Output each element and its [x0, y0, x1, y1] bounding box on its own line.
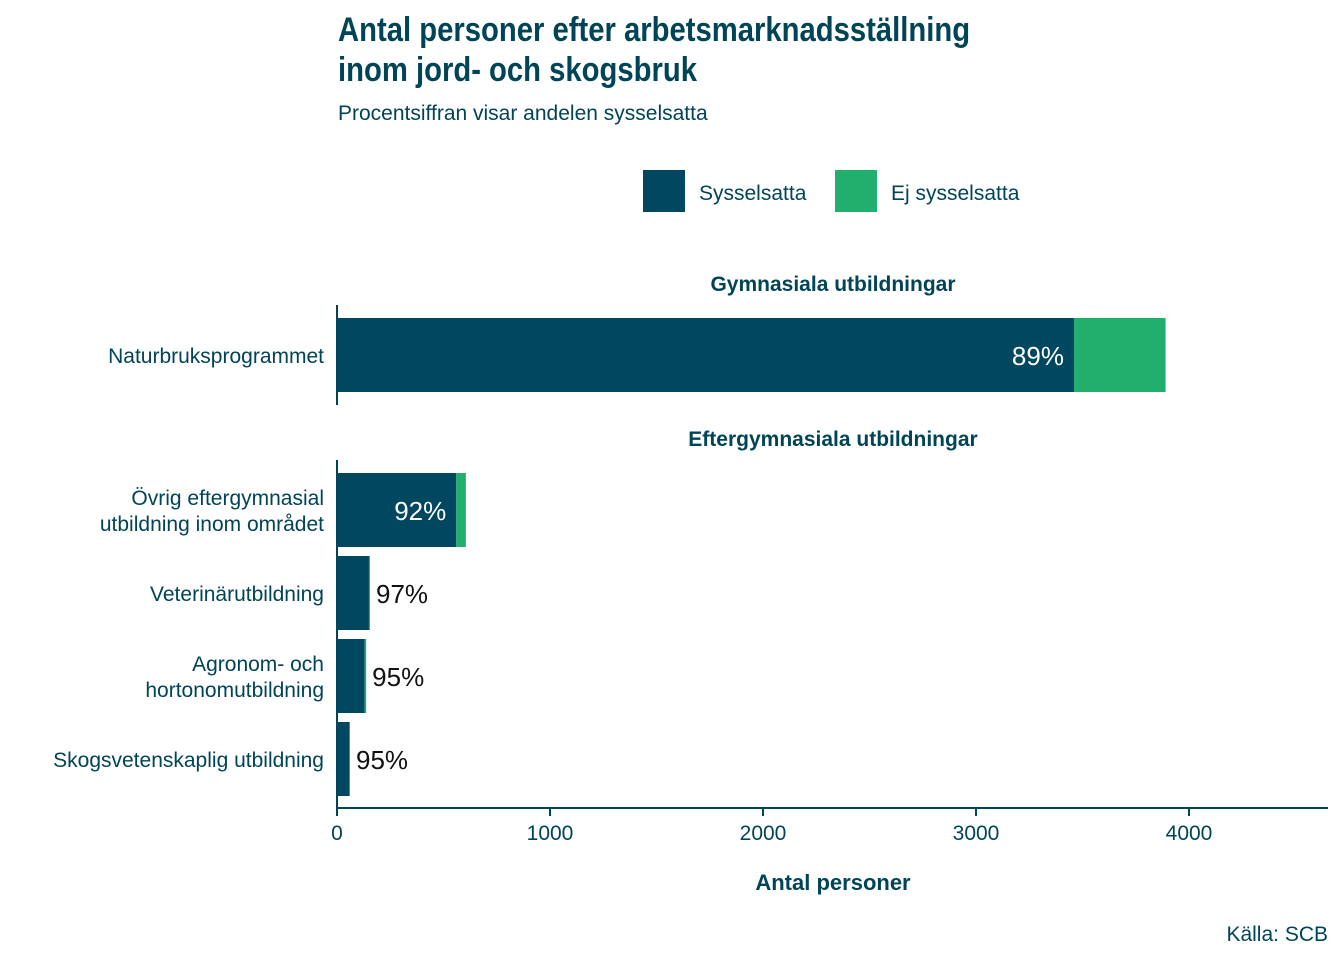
- x-axis-title: Antal personer: [755, 870, 911, 895]
- bar-employed: [337, 473, 457, 547]
- data-label: 95%: [372, 662, 424, 692]
- category-label: Övrig eftergymnasial: [131, 487, 324, 510]
- bar-not-employed: [456, 473, 466, 547]
- legend-label-employed: Sysselsatta: [699, 182, 807, 205]
- bar-employed: [337, 722, 350, 796]
- bar-employed: [337, 556, 369, 630]
- source-caption: Källa: SCB: [1226, 923, 1328, 946]
- legend-swatch-employed: [643, 170, 685, 212]
- category-label: Naturbruksprogrammet: [108, 345, 324, 368]
- data-label: 92%: [394, 496, 446, 526]
- legend-swatch-not-employed: [835, 170, 877, 212]
- bar-not-employed: [349, 722, 350, 796]
- panel-title: Eftergymnasiala utbildningar: [688, 428, 977, 451]
- data-label: 95%: [356, 745, 408, 775]
- category-label: hortonomutbildning: [145, 679, 324, 702]
- bar-employed: [337, 639, 365, 713]
- bar-not-employed: [364, 639, 367, 713]
- bar-employed: [337, 318, 1074, 392]
- data-label: 89%: [1012, 341, 1064, 371]
- data-label: 97%: [376, 579, 428, 609]
- category-label: Veterinärutbildning: [150, 583, 324, 606]
- x-tick-label: 1000: [527, 822, 574, 845]
- category-label: utbildning inom området: [100, 513, 324, 536]
- chart-subtitle: Procentsiffran visar andelen sysselsatta: [338, 102, 708, 125]
- legend-label-not-employed: Ej sysselsatta: [891, 182, 1020, 205]
- category-label: Skogsvetenskaplig utbildning: [53, 749, 324, 772]
- bar-not-employed: [368, 556, 371, 630]
- x-tick-label: 4000: [1166, 822, 1213, 845]
- category-label: Agronom- och: [192, 653, 324, 676]
- x-tick-label: 2000: [740, 822, 787, 845]
- panel-title: Gymnasiala utbildningar: [710, 273, 955, 296]
- chart-title: Antal personer efter arbetsmarknadsställ…: [338, 11, 971, 89]
- x-tick-label: 3000: [953, 822, 1000, 845]
- bar-not-employed: [1073, 318, 1166, 392]
- x-tick-label: 0: [331, 822, 343, 845]
